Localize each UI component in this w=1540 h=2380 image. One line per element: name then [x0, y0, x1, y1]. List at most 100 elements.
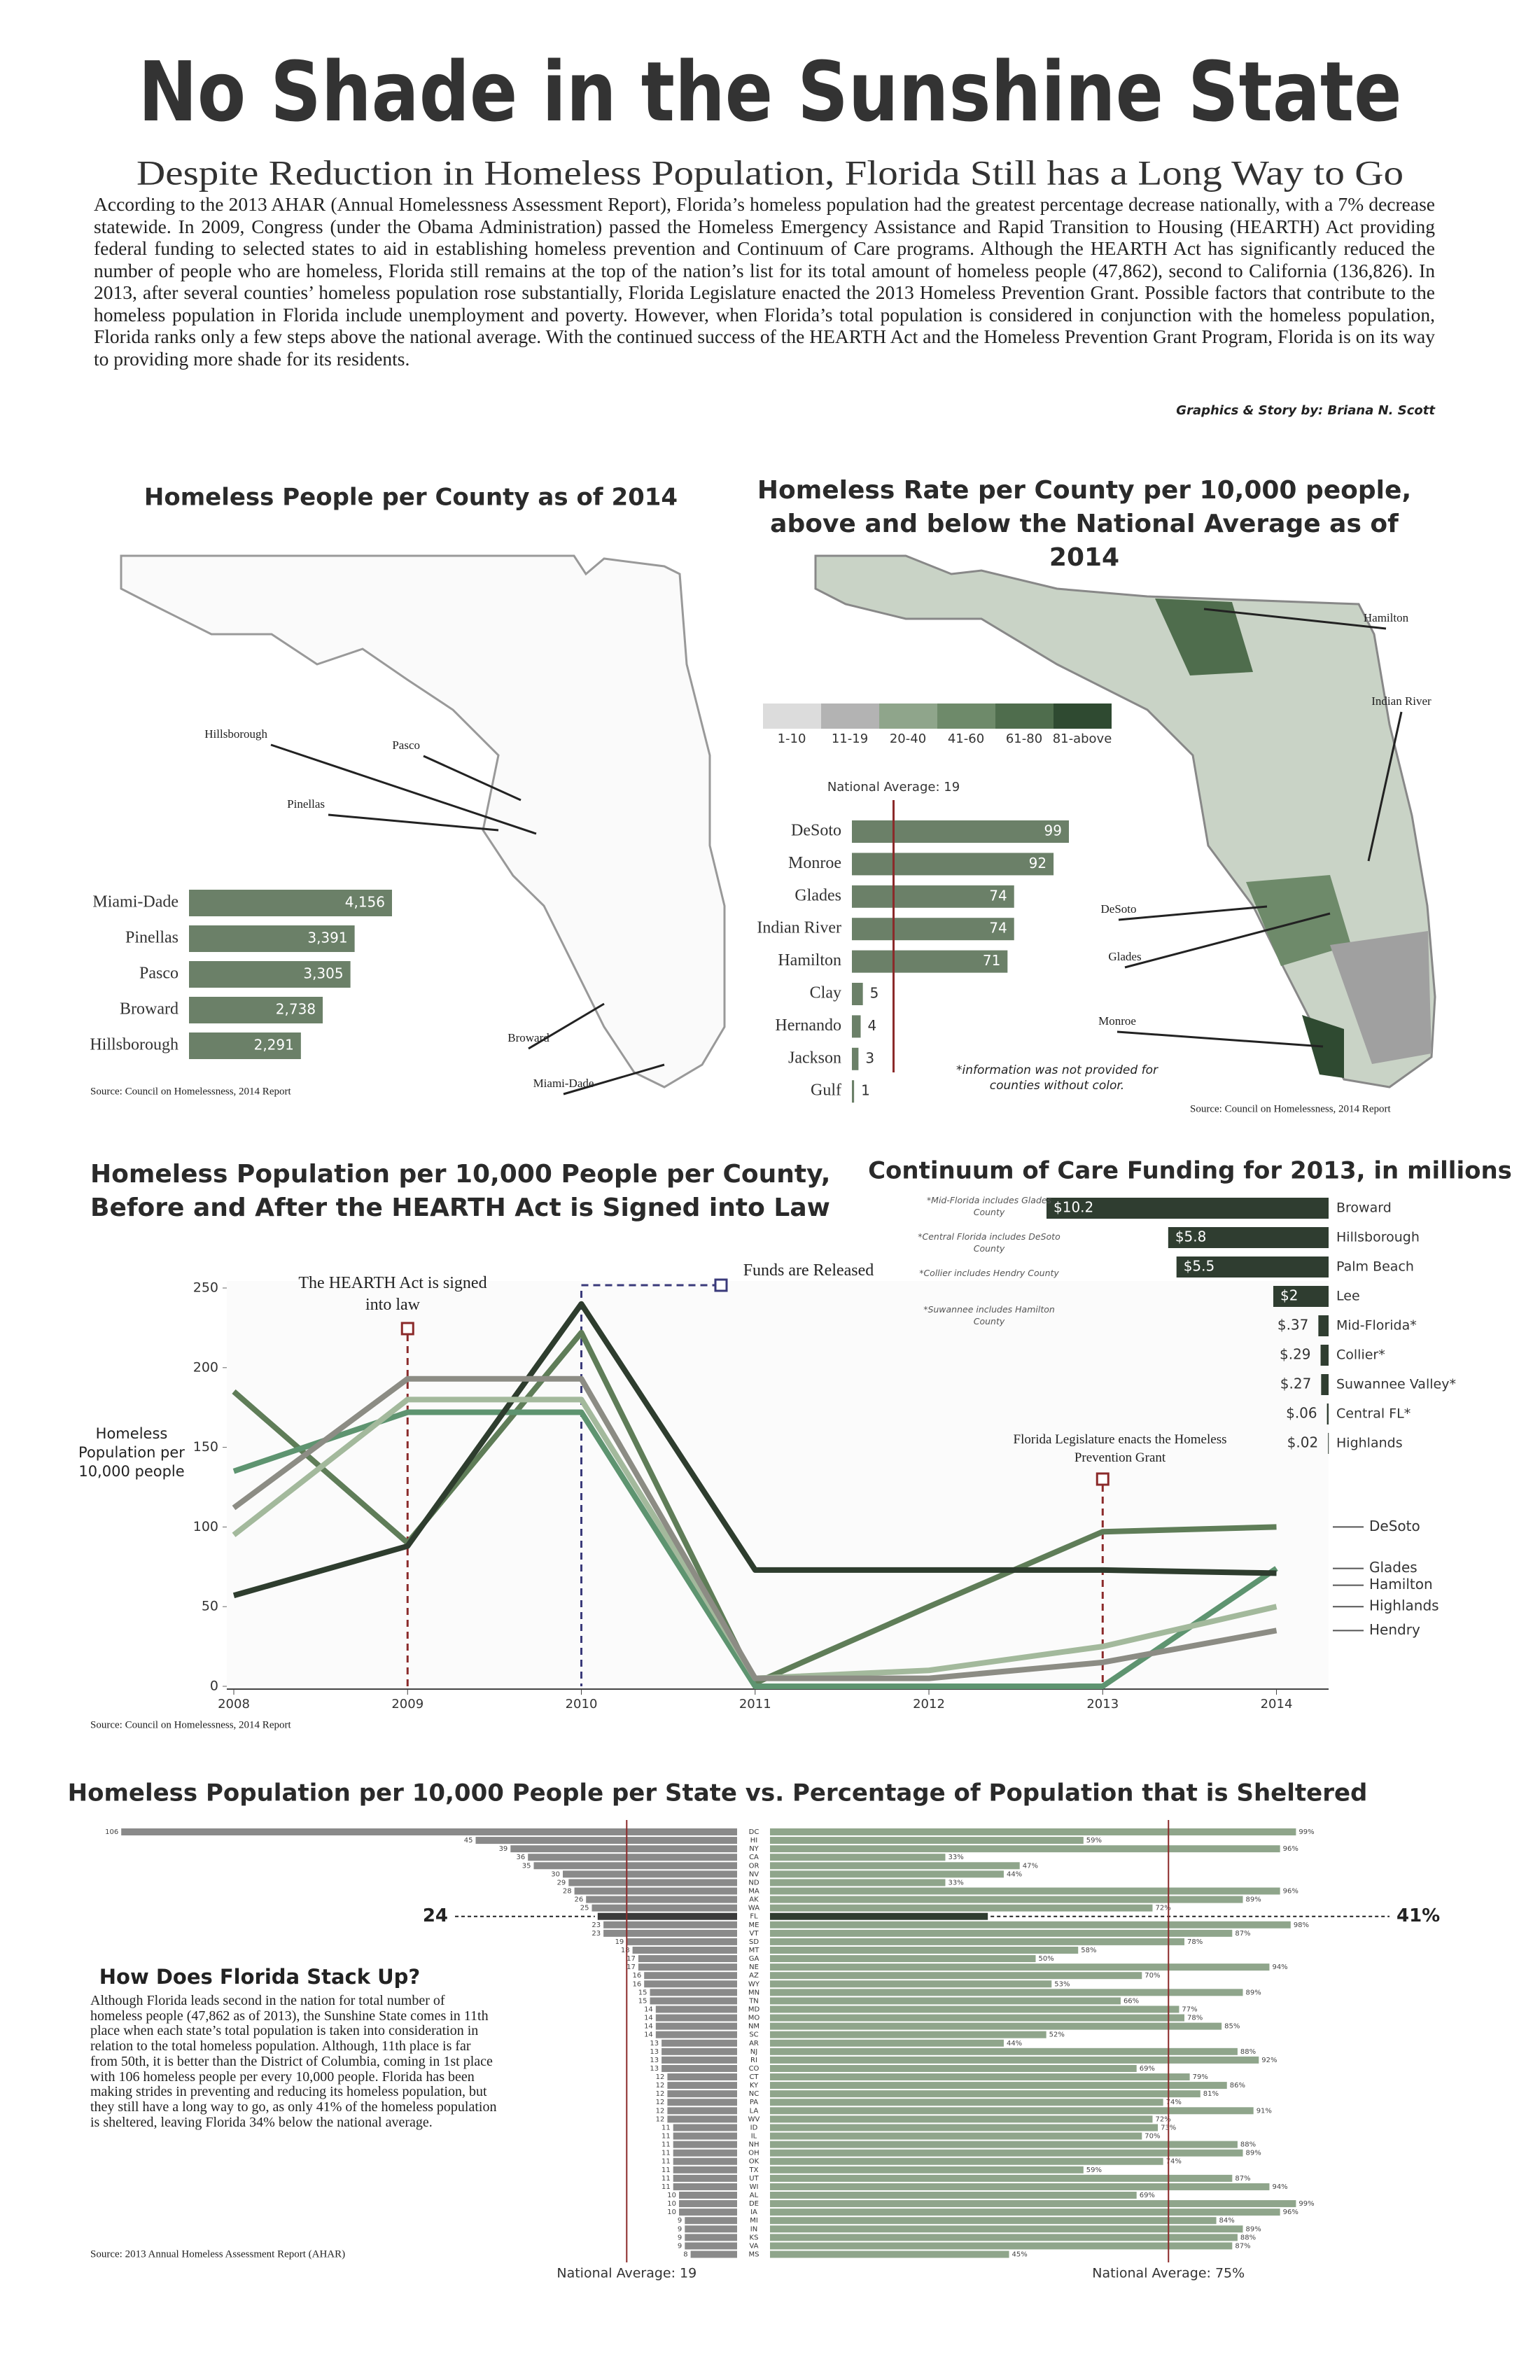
credit: Graphics & Story by: Briana N. Scott [1176, 403, 1435, 418]
value-label: $.06 [1286, 1405, 1317, 1422]
category-label: Gulf [811, 1082, 841, 1100]
chart-title: Homeless Population per 10,000 People pe… [68, 1779, 1368, 1807]
bar [770, 2174, 1233, 2182]
value-label: 74 [989, 887, 1007, 904]
reference-label: National Average: 19 [827, 780, 960, 794]
legend-label: 1-10 [778, 732, 806, 746]
bar [662, 2064, 737, 2072]
annotation: The HEARTH Act is signed into law [298, 1274, 487, 1314]
value-label: 88% [1240, 2141, 1256, 2149]
y-axis-label: Homeless Population per 10,000 people [78, 1425, 185, 1480]
bar [650, 1989, 737, 1996]
category-label: Mid-Florida* [1336, 1318, 1417, 1334]
plot-background [227, 1281, 1329, 1686]
value-label: 12 [656, 2099, 665, 2106]
bar [563, 1870, 737, 1878]
note: *Collier includes Hendry County [919, 1268, 1059, 1278]
value-label: 4,156 [345, 894, 385, 911]
florida-rate-map-region [1330, 931, 1432, 1064]
category-label: SD [749, 1938, 759, 1946]
value-label: 89% [1246, 1989, 1261, 1996]
value-label: 98% [1294, 1921, 1309, 1929]
bar [770, 2225, 1243, 2233]
category-label: NH [749, 2141, 760, 2149]
category-label: IA [750, 2208, 757, 2216]
note: *Suwannee includes Hamilton County [923, 1304, 1055, 1326]
value-label: 9 [678, 2234, 682, 2241]
bar [770, 2141, 1238, 2148]
category-label: RI [750, 2057, 757, 2064]
florida-rate-map-region [1246, 875, 1351, 966]
legend-label: 41-60 [948, 732, 984, 746]
bar [685, 2242, 737, 2250]
bar [673, 2166, 737, 2174]
value-label: 70% [1144, 1972, 1160, 1980]
y-tick-label: 100 [193, 1519, 218, 1534]
bar [1320, 1345, 1329, 1366]
bar [1176, 1256, 1329, 1278]
bar [690, 2250, 737, 2258]
value-label: 33% [948, 1854, 963, 1861]
value-label: 99 [1044, 822, 1062, 839]
bar [655, 2031, 737, 2038]
annotation-marker [400, 1322, 414, 1336]
category-label: OR [749, 1862, 760, 1870]
y-tick-label: 250 [193, 1280, 218, 1296]
bar [770, 2047, 1238, 2055]
bar [533, 1862, 737, 1870]
value-label: 91% [1256, 2107, 1272, 2115]
bar [770, 2234, 1238, 2241]
legend-swatch [763, 704, 821, 729]
category-label: NV [749, 1870, 759, 1878]
bar [632, 1946, 737, 1954]
value-label: $.29 [1280, 1346, 1311, 1363]
reference-label: National Average: 75% [1092, 2266, 1245, 2281]
bar [655, 2005, 737, 2013]
value-label: 71 [983, 952, 1000, 969]
highlight-label: 24 [423, 1905, 448, 1926]
value-label: 11 [662, 2158, 671, 2166]
bar [770, 1862, 1020, 1870]
bar [644, 1980, 737, 1988]
bar [770, 1837, 1084, 1844]
bar [770, 1904, 1153, 1912]
map-label: Indian River [1371, 694, 1432, 708]
category-label: Broward [1336, 1200, 1392, 1216]
value-label: 9 [678, 2242, 682, 2250]
category-label: DC [749, 1828, 760, 1836]
value-label: 29 [557, 1879, 566, 1886]
value-label: 10 [667, 2208, 676, 2216]
chart-title: Homeless People per County as of 2014 [144, 484, 678, 512]
value-label: 28 [563, 1887, 572, 1895]
category-label: FL [750, 1913, 758, 1921]
bar [852, 885, 1014, 908]
note: *Mid-Florida includes Glades County [926, 1195, 1052, 1217]
leader-line [1118, 905, 1268, 921]
value-label: $.02 [1287, 1434, 1319, 1451]
annotation-marker [714, 1278, 728, 1292]
value-label: 14 [644, 2015, 653, 2022]
bar [770, 2157, 1163, 2165]
reference-label: National Average: 19 [556, 2266, 696, 2281]
intro-text: According to the 2013 AHAR (Annual Homel… [94, 193, 1435, 370]
category-label: OH [748, 2150, 759, 2157]
value-label: 35 [522, 1862, 531, 1870]
bar [673, 2141, 737, 2148]
category-label: LA [750, 2107, 759, 2115]
leader-line [528, 1002, 605, 1050]
bar [662, 2047, 737, 2055]
y-tick-label: 150 [193, 1439, 218, 1455]
bar [189, 961, 351, 988]
bar [770, 1929, 1233, 1937]
bar [189, 925, 355, 952]
bar [770, 1946, 1079, 1954]
legend-swatch [995, 704, 1054, 729]
value-label: 53% [1054, 1980, 1070, 1988]
value-label: 58% [1081, 1947, 1096, 1954]
category-label: MA [748, 1887, 760, 1895]
bar [770, 2217, 1217, 2225]
value-label: 69% [1140, 2192, 1155, 2199]
bar [673, 2124, 737, 2132]
value-label: 81% [1203, 2090, 1219, 2098]
bar [770, 1997, 1121, 2005]
